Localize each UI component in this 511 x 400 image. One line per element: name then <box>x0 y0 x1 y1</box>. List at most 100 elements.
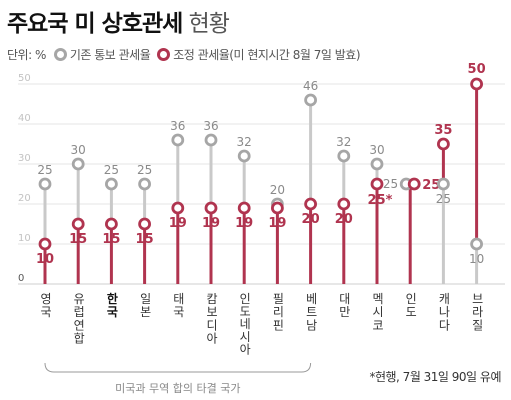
category-label-char: 인 <box>240 292 251 306</box>
adjusted-point <box>237 201 251 215</box>
existing-value-label: 25 <box>383 177 398 191</box>
adjusted-value-label: 50 <box>468 62 486 77</box>
y-tick-label: 10 <box>18 233 31 244</box>
y-tick-label: 0 <box>18 273 24 284</box>
category-label-char: 유 <box>74 292 85 306</box>
adjusted-value-label: 35 <box>434 123 452 138</box>
group-label: 미국과 무역 합의 타결 국가 <box>115 382 240 395</box>
footnote: *현행, 7월 31일 90일 유예 <box>369 370 501 384</box>
existing-point <box>138 177 152 191</box>
category-label-char: 캄 <box>206 292 217 306</box>
category-label-char: 한 <box>107 291 118 306</box>
existing-point <box>237 149 251 163</box>
existing-value-label: 25 <box>37 163 52 177</box>
adjusted-point <box>105 217 118 231</box>
unit-label: 단위: % <box>7 48 46 62</box>
category-label-char: 럽 <box>74 305 85 319</box>
category-label-char: 질 <box>472 318 483 332</box>
adjusted-value-label: 15 <box>69 232 87 247</box>
legend-item-existing: 기존 통보 관세율 <box>53 46 151 63</box>
adjusted-point <box>370 177 384 191</box>
chart-title-sub: 현황 <box>188 11 230 37</box>
adjusted-point <box>470 77 484 91</box>
adjusted-value-label: 19 <box>169 216 187 231</box>
adjusted-value-label: 15 <box>136 232 154 247</box>
adjusted-point <box>270 201 284 215</box>
category-label-char: 다 <box>439 318 450 332</box>
chart-title-main: 주요국 미 상호관세 <box>7 11 183 37</box>
category-label-char: 보 <box>206 305 217 319</box>
adjusted-point <box>138 217 152 231</box>
legend-adjusted-label: 조정 관세율(미 현지시간 8월 7일 발효) <box>173 48 361 62</box>
category-label-char: 영 <box>40 292 51 306</box>
existing-point <box>370 157 384 171</box>
existing-point <box>304 93 318 107</box>
y-tick-label: 20 <box>18 193 31 204</box>
existing-value-label: 36 <box>170 119 185 133</box>
adjusted-point <box>171 201 185 215</box>
category-label-char: 도 <box>240 305 251 319</box>
existing-point <box>337 149 351 163</box>
category-label-char: 태 <box>173 292 184 306</box>
category-label-char: 시 <box>240 330 251 344</box>
existing-value-label: 25 <box>436 192 451 206</box>
category-label-char: 캐 <box>439 292 450 306</box>
adjusted-value-label: 20 <box>302 212 320 227</box>
category-label-char: 합 <box>74 332 85 346</box>
existing-value-label: 36 <box>203 119 218 133</box>
category-label-char: 인 <box>406 292 417 306</box>
adjusted-value-label: 19 <box>268 216 286 231</box>
adjusted-value-label: 19 <box>235 216 253 231</box>
adjusted-point <box>71 217 85 231</box>
category-label-char: 만 <box>339 305 350 319</box>
adjusted-value-label: 15 <box>102 232 120 247</box>
existing-point <box>470 237 484 251</box>
category-label-char: 시 <box>372 305 383 319</box>
category-label-char: 본 <box>140 305 151 319</box>
adjusted-value-label: 25* <box>368 193 393 208</box>
category-label-char: 네 <box>240 317 251 331</box>
existing-point <box>436 177 450 191</box>
existing-value-label: 30 <box>369 143 384 157</box>
legend-red-circle-icon <box>157 48 171 61</box>
existing-point <box>204 133 218 147</box>
category-label-char: 아 <box>240 342 251 356</box>
y-tick-label: 40 <box>18 113 31 124</box>
existing-value-label: 10 <box>469 252 484 266</box>
category-label-char: 국 <box>173 305 184 319</box>
category-label-char: 도 <box>406 305 417 319</box>
adjusted-point <box>304 197 318 211</box>
adjusted-point <box>204 201 218 215</box>
existing-value-label: 32 <box>336 135 351 149</box>
existing-value-label: 25 <box>104 163 119 177</box>
existing-point <box>71 157 85 171</box>
category-label-char: 베 <box>306 292 317 306</box>
y-tick-label: 50 <box>18 73 31 84</box>
legend-gray-circle-icon <box>53 48 67 61</box>
existing-point <box>38 177 52 191</box>
existing-value-label: 46 <box>303 79 318 93</box>
adjusted-value-label: 25 <box>422 178 440 193</box>
category-label-char: 나 <box>439 305 450 319</box>
adjusted-point <box>337 197 351 211</box>
category-label-char: 일 <box>140 292 151 306</box>
existing-value-label: 25 <box>137 163 152 177</box>
adjusted-point <box>38 237 52 251</box>
category-label-char: 대 <box>339 292 350 306</box>
adjusted-value-label: 20 <box>335 212 353 227</box>
legend-item-adjusted: 조정 관세율(미 현지시간 8월 7일 발효) <box>157 46 361 63</box>
existing-value-label: 30 <box>71 143 86 157</box>
existing-point <box>105 177 118 191</box>
adjusted-point <box>436 137 450 151</box>
y-tick-label: 30 <box>18 153 31 164</box>
adjusted-value-label: 10 <box>36 252 54 267</box>
existing-value-label: 32 <box>237 135 252 149</box>
category-label-char: 남 <box>306 318 317 332</box>
legend: 단위: % 기존 통보 관세율 조정 관세율(미 현지시간 8월 7일 발효) <box>7 46 367 63</box>
category-label-char: 핀 <box>273 318 284 332</box>
adjusted-point <box>407 177 421 191</box>
category-label-char: 필 <box>273 292 284 306</box>
existing-value-label: 20 <box>270 183 285 197</box>
existing-point <box>171 133 185 147</box>
